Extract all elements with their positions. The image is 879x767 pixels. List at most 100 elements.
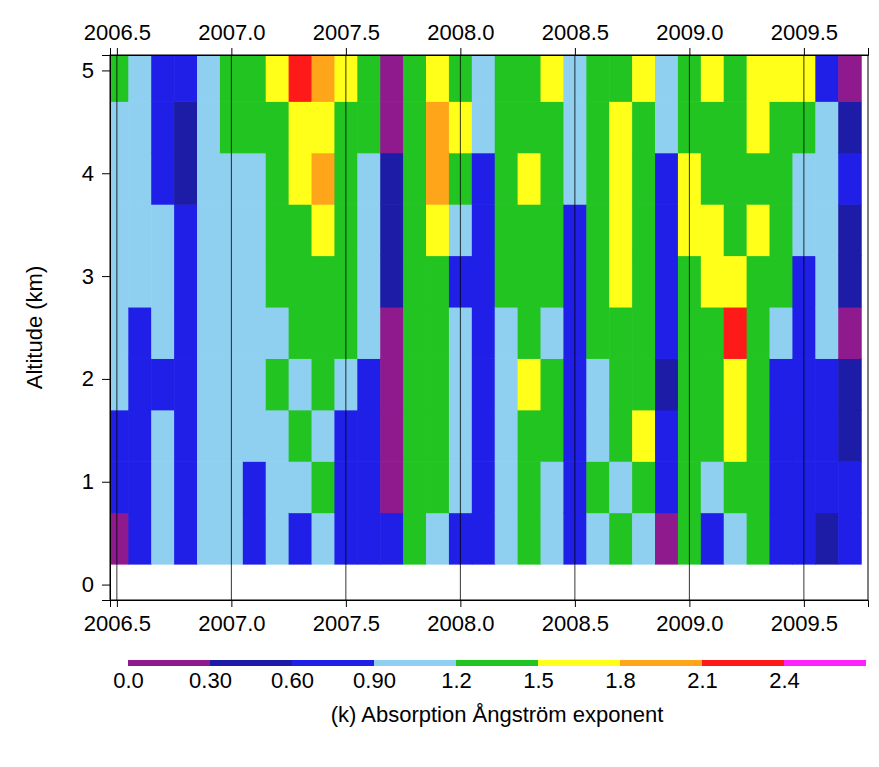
cell	[380, 307, 404, 359]
tick: 0.0	[113, 666, 144, 693]
cell	[243, 358, 267, 410]
cell	[655, 55, 679, 102]
cell	[197, 204, 221, 256]
cell	[495, 307, 519, 359]
cell	[701, 101, 725, 153]
cell	[151, 358, 175, 410]
cell	[426, 513, 450, 565]
cell	[838, 256, 862, 308]
cell	[770, 513, 794, 565]
cell	[289, 410, 313, 462]
cell	[495, 101, 519, 153]
cell	[632, 513, 656, 565]
cell	[128, 153, 152, 205]
cell	[838, 358, 862, 410]
cell	[838, 410, 862, 462]
cell	[609, 101, 633, 153]
tick-label: 2.1	[687, 668, 718, 693]
cell	[770, 101, 794, 153]
cell	[518, 410, 542, 462]
cell	[403, 204, 427, 256]
cell	[174, 461, 198, 513]
cell	[838, 307, 862, 359]
cell	[380, 55, 404, 102]
cell	[472, 256, 496, 308]
cell	[151, 204, 175, 256]
cell	[632, 358, 656, 410]
cell	[128, 461, 152, 513]
cell	[541, 256, 565, 308]
cell	[655, 153, 679, 205]
cell	[632, 153, 656, 205]
cell	[426, 256, 450, 308]
cell	[289, 256, 313, 308]
cell	[518, 101, 542, 153]
cell	[289, 55, 313, 102]
cell	[128, 55, 152, 102]
x-axis-top: 2006.52007.02007.52008.02008.52009.02009…	[84, 20, 869, 56]
cell	[815, 55, 839, 102]
cell	[655, 461, 679, 513]
cell	[243, 101, 267, 153]
cell	[495, 410, 519, 462]
cell	[403, 461, 427, 513]
cell	[815, 153, 839, 205]
cell	[403, 55, 427, 102]
cell	[609, 358, 633, 410]
tick-mark	[102, 276, 110, 277]
cell	[357, 153, 381, 205]
grid	[117, 55, 804, 600]
cell	[586, 307, 610, 359]
cell	[266, 410, 290, 462]
cell	[724, 204, 748, 256]
cell	[838, 513, 862, 565]
cell	[655, 307, 679, 359]
cell	[197, 307, 221, 359]
tick: 0.30	[189, 666, 232, 693]
cell	[380, 101, 404, 153]
cell	[632, 55, 656, 102]
cell	[243, 256, 267, 308]
cell	[266, 256, 290, 308]
cell	[586, 204, 610, 256]
colorbar-segment	[374, 660, 456, 666]
tick-label: 0.90	[353, 668, 396, 693]
cell	[197, 513, 221, 565]
cell	[403, 153, 427, 205]
tick-mark	[689, 48, 690, 55]
tick: 2006.5	[84, 20, 151, 55]
cell	[426, 55, 450, 102]
cell	[128, 256, 152, 308]
colorbar	[128, 660, 866, 666]
colorbar-segment	[702, 660, 784, 666]
axis-line	[102, 56, 111, 601]
cell	[609, 256, 633, 308]
tick: 2006.5	[84, 600, 151, 636]
cell	[472, 55, 496, 102]
cell	[609, 513, 633, 565]
cell	[110, 204, 129, 256]
cell	[724, 256, 748, 308]
tick-label: 2008.0	[427, 611, 494, 636]
axis-line	[129, 666, 867, 667]
cell	[655, 256, 679, 308]
cell	[151, 513, 175, 565]
colorbar-title: (k) Absorption Ångström exponent	[331, 702, 664, 727]
cell	[701, 204, 725, 256]
cell	[770, 256, 794, 308]
cell	[838, 153, 862, 205]
cell	[357, 513, 381, 565]
tick-mark	[102, 585, 110, 586]
cell	[110, 513, 129, 565]
cell	[403, 358, 427, 410]
cell	[838, 204, 862, 256]
cell	[586, 153, 610, 205]
cell	[609, 410, 633, 462]
cell	[632, 410, 656, 462]
cell	[110, 461, 129, 513]
cell	[747, 101, 771, 153]
cell	[426, 358, 450, 410]
tick-mark	[460, 48, 461, 55]
cell	[266, 153, 290, 205]
tick-label: 2009.0	[656, 611, 723, 636]
